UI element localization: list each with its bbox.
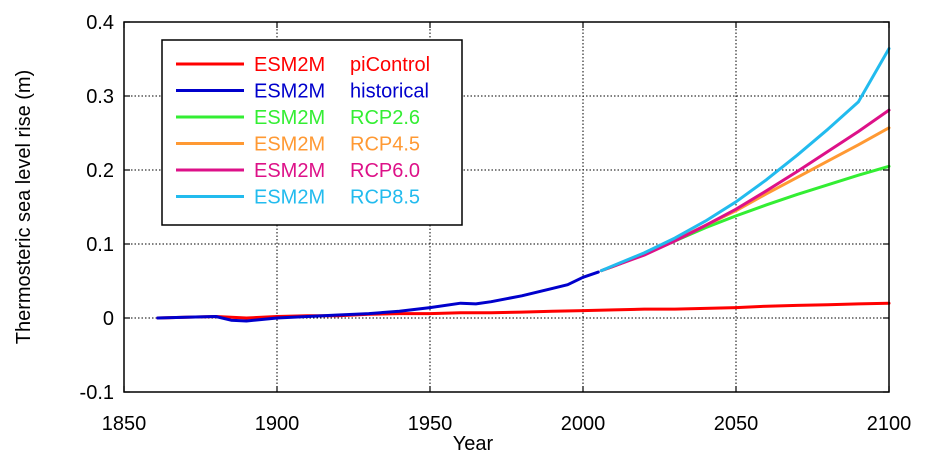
x-axis-title: Year [453, 433, 494, 455]
legend-model-label: ESM2M [254, 160, 325, 182]
legend-scenario-label: historical [350, 81, 429, 103]
legend-model-label: ESM2M [254, 54, 325, 76]
y-tick-label: 0 [103, 308, 114, 330]
legend-scenario-label: RCP6.0 [350, 160, 420, 182]
legend-box [161, 39, 463, 226]
y-tick-label: -0.1 [80, 382, 114, 404]
legend-scenario-label: RCP8.5 [350, 187, 420, 209]
x-tick-label: 1850 [102, 413, 147, 435]
x-tick-label: 2050 [714, 413, 759, 435]
y-tick-label: 0.2 [86, 160, 114, 182]
x-tick-label: 1950 [408, 413, 453, 435]
series-line-rcp85 [599, 47, 891, 273]
legend-scenario-label: RCP2.6 [350, 107, 420, 129]
y-tick-label: 0.4 [86, 12, 114, 34]
x-tick-label: 2000 [561, 413, 606, 435]
legend-model-label: ESM2M [254, 187, 325, 209]
x-tick-label: 2100 [867, 413, 912, 435]
legend: ESM2M piControl ESM2M historical ESM2M RCP2.6… [161, 39, 463, 226]
y-axis-title: Thermosteric sea level rise (m) [13, 70, 35, 345]
y-tick-label: 0.3 [86, 86, 114, 108]
y-tick-label: 0.1 [86, 234, 114, 256]
legend-model-label: ESM2M [254, 134, 325, 156]
axis-ticks: 1850 1900 1950 2000 2050 2100 -0.1 0 0.1 0.2 0.3 0.… [80, 12, 912, 435]
legend-model-label: ESM2M [254, 81, 325, 103]
legend-scenario-label: RCP4.5 [350, 134, 420, 156]
series-line-historical [156, 270, 600, 323]
legend-scenario-label: piControl [350, 54, 430, 76]
series-line-rcp60 [599, 108, 891, 273]
legend-model-label: ESM2M [254, 107, 325, 129]
series-lines [156, 47, 891, 323]
x-tick-label: 1900 [255, 413, 300, 435]
plot-frame [123, 21, 890, 393]
